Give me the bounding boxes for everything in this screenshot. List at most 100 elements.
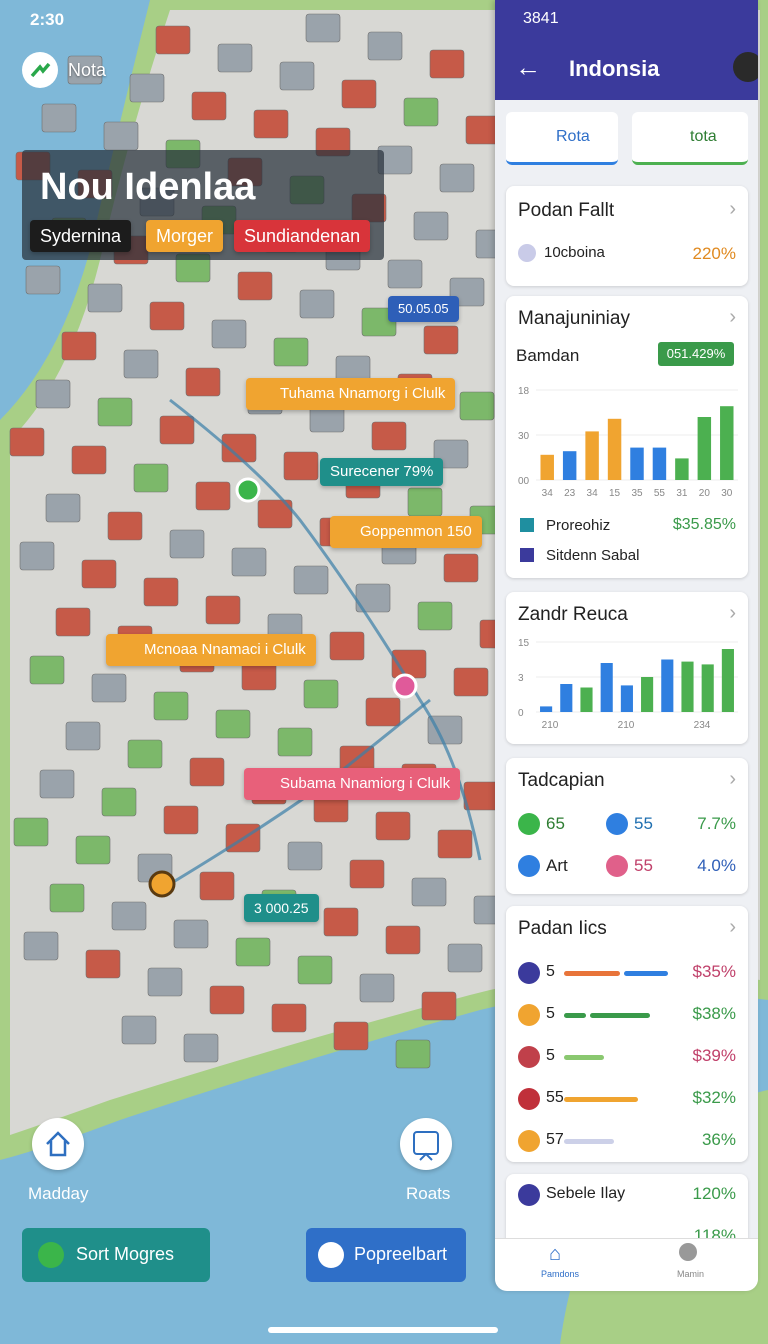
building: [421, 991, 457, 1021]
map-pin[interactable]: [235, 477, 261, 503]
card[interactable]: Padan Iics › 5 $35% 5 $38% 5 $39% 55 $32% 57 36%: [506, 906, 748, 1162]
nav-label[interactable]: Pamdons: [541, 1269, 580, 1279]
building: [447, 943, 483, 973]
app-icon[interactable]: [22, 52, 58, 88]
chevron: ›: [729, 198, 736, 220]
button-icon: [318, 1242, 344, 1268]
map-label[interactable]: Goppenmon 150: [330, 516, 482, 548]
y-tick-label: 00: [518, 476, 530, 487]
map-label[interactable]: 50.05.05: [388, 296, 459, 322]
row-value: $32%: [692, 1088, 736, 1107]
building: [463, 781, 499, 811]
app-icon-glyph: [30, 62, 51, 78]
card[interactable]: Podan Fallt › 10cboina 220%: [506, 186, 748, 286]
building: [91, 673, 127, 703]
x-tick-label: 15: [609, 488, 621, 499]
row-label: 5: [546, 1005, 555, 1022]
building: [283, 451, 319, 481]
building: [55, 607, 91, 637]
chevron: ›: [729, 602, 736, 624]
card[interactable]: Zandr Reuca › 0 3 15 210 210 234: [506, 592, 748, 744]
building: [333, 1021, 369, 1051]
share-button[interactable]: Popreelbart: [306, 1228, 466, 1282]
nav-icon[interactable]: ⌂: [549, 1243, 562, 1265]
building: [153, 691, 189, 721]
building: [183, 1033, 219, 1063]
bar: [607, 418, 622, 480]
row-label: 57: [546, 1131, 564, 1148]
building: [297, 955, 333, 985]
sort-button[interactable]: Sort Mogres: [22, 1228, 210, 1282]
icon: [518, 1184, 540, 1206]
building: [417, 601, 453, 631]
routes-button[interactable]: [400, 1118, 452, 1170]
map-label[interactable]: Surecener 79%: [320, 458, 444, 486]
icon: [518, 962, 540, 984]
tag[interactable]: Morger: [146, 220, 224, 252]
building: [121, 1015, 157, 1045]
building: [439, 163, 475, 193]
building: [39, 769, 75, 799]
y-tick-label: 30: [518, 431, 530, 442]
building: [71, 445, 107, 475]
tab[interactable]: Rota: [506, 112, 618, 165]
icon: [518, 1046, 540, 1068]
building: [387, 259, 423, 289]
icon: [518, 1130, 540, 1152]
building: [221, 433, 257, 463]
chevron: ›: [729, 306, 736, 328]
icon: [606, 855, 628, 877]
building: [85, 949, 121, 979]
map-label[interactable]: Subama Nnamiorg i Clulk: [244, 768, 461, 800]
building: [241, 661, 277, 691]
map-label[interactable]: Tuhama Nnamorg i Clulk: [246, 378, 456, 410]
panel-status-time: 3841: [523, 10, 559, 27]
bar: [600, 663, 613, 712]
building: [45, 493, 81, 523]
row-label: 5: [546, 1047, 555, 1064]
card[interactable]: Manajuniniay › Bamdan 051.429% 00 30 18 34 2…: [506, 296, 748, 578]
tag[interactable]: Sundiandenan: [234, 220, 371, 252]
building: [271, 1003, 307, 1033]
y-tick-label: 0: [518, 708, 524, 719]
building: [299, 289, 335, 319]
icon: [518, 855, 540, 877]
back-button[interactable]: ←: [515, 52, 541, 82]
building: [169, 529, 205, 559]
avatar[interactable]: [733, 52, 758, 82]
nav-label[interactable]: Mamin: [677, 1269, 705, 1279]
building: [413, 211, 449, 241]
building: [127, 739, 163, 769]
building: [361, 307, 397, 337]
bottom-label: Madday: [28, 1184, 89, 1203]
building: [23, 931, 59, 961]
nav-icon[interactable]: [679, 1243, 697, 1261]
icon: [518, 813, 540, 835]
stat-value: 4.0%: [697, 856, 736, 875]
tag[interactable]: Sydernina: [30, 220, 132, 252]
map-title: Nou Idenlaa: [40, 166, 256, 208]
building: [147, 967, 183, 997]
stat: 55: [634, 856, 653, 875]
map-pin[interactable]: [392, 673, 418, 699]
legend-swatch: [520, 548, 534, 562]
building: [371, 421, 407, 451]
building: [195, 481, 231, 511]
tab[interactable]: tota: [632, 112, 748, 165]
building: [359, 973, 395, 1003]
map-label[interactable]: Mcnoaa Nnamaci i Clulk: [106, 634, 316, 666]
building: [97, 397, 133, 427]
icon: [518, 1088, 540, 1110]
item-label: 10cboina: [544, 244, 605, 261]
home-button[interactable]: [32, 1118, 84, 1170]
card[interactable]: Tadcapian › 65 55 7.7% Art 55 4.0%: [506, 758, 748, 894]
map-pin[interactable]: [148, 870, 176, 898]
map-label[interactable]: 3 000.25: [244, 894, 319, 922]
building: [231, 547, 267, 577]
building: [253, 109, 289, 139]
building: [191, 91, 227, 121]
building: [159, 415, 195, 445]
progress-bar: [590, 1013, 650, 1018]
building: [375, 811, 411, 841]
